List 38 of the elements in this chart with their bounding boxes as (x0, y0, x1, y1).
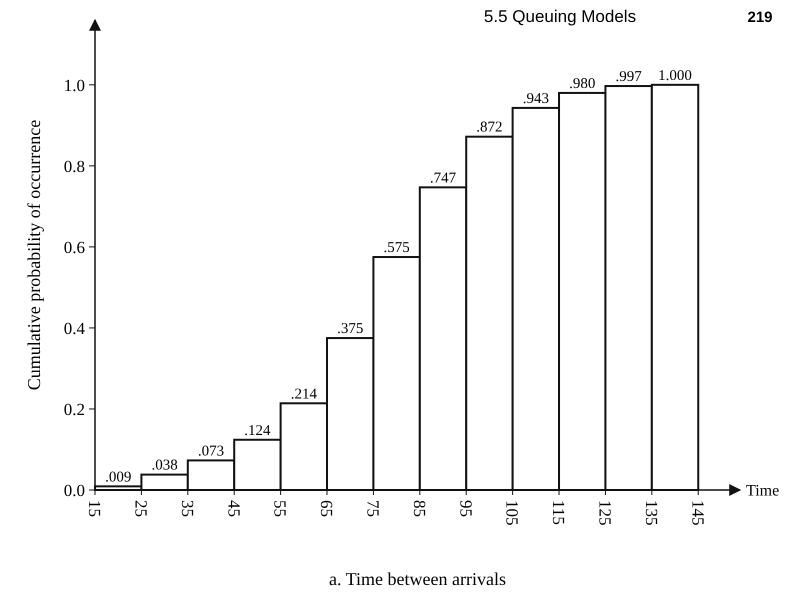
x-tick-label: 145 (688, 500, 708, 526)
data-label: .038 (151, 458, 178, 474)
data-label: 1.000 (658, 68, 692, 84)
data-label: .575 (383, 240, 410, 256)
text: a. Time between arrivals (329, 569, 506, 589)
x-tick-label: 35 (178, 500, 197, 517)
data-label: .124 (244, 422, 272, 439)
data-label: .009 (105, 469, 132, 486)
data-label: .375 (337, 321, 364, 338)
x-tick-label: 85 (410, 500, 429, 517)
x-tick-label: 25 (131, 500, 150, 517)
x-tick-label: 65 (317, 500, 336, 517)
data-label: .747 (430, 170, 457, 186)
y-axis-title: Cumulative probability of occurrence (24, 120, 44, 390)
data-label: .997 (616, 69, 642, 86)
y-tick-label: 1.0 (64, 76, 85, 95)
x-tick-label: 125 (595, 500, 614, 526)
y-tick-label: 0.0 (64, 480, 85, 500)
x-axis-title: Time (746, 482, 780, 500)
x-tick-label: 75 (363, 500, 382, 517)
y-tick-label: 0.2 (64, 400, 85, 419)
x-tick-label: 15 (85, 500, 104, 517)
y-tick-label: 0.6 (64, 238, 85, 257)
text: 219 (747, 9, 773, 26)
data-label: .872 (476, 120, 503, 136)
data-label: .943 (522, 90, 549, 107)
y-tick-label: 0.4 (64, 318, 86, 338)
x-tick-label: 135 (642, 500, 661, 526)
data-label: .980 (569, 76, 596, 92)
data-label: .073 (198, 443, 224, 460)
x-tick-label: 115 (549, 500, 568, 525)
data-label: .214 (290, 386, 318, 402)
x-tick-label: 55 (270, 500, 290, 517)
x-tick-label: 95 (456, 500, 476, 517)
annotation: 5.5 Queuing Models (484, 7, 636, 26)
x-tick-label: 105 (502, 500, 522, 526)
y-tick-label: 0.8 (64, 156, 85, 176)
x-tick-label: 45 (224, 500, 244, 517)
